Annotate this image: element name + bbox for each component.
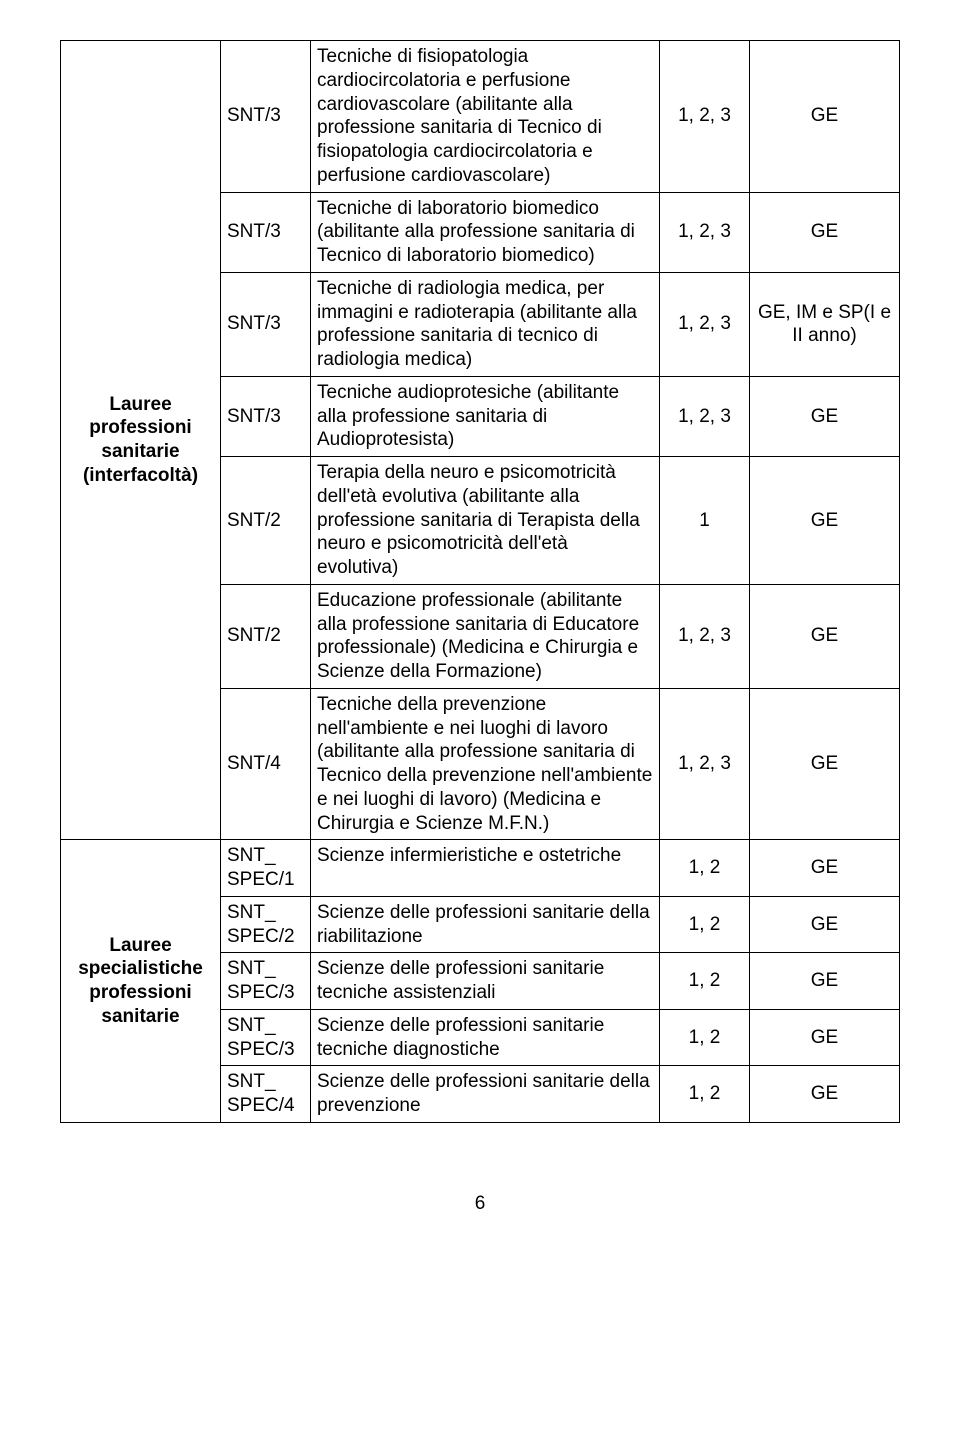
code-cell: SNT_ SPEC/3 xyxy=(221,953,311,1010)
loc-cell: GE xyxy=(750,457,900,585)
num-cell: 1, 2 xyxy=(660,1066,750,1123)
code-cell: SNT/4 xyxy=(221,688,311,840)
desc-cell: Tecniche di fisiopatologia cardiocircola… xyxy=(311,41,660,193)
num-cell: 1 xyxy=(660,457,750,585)
code-cell: SNT/2 xyxy=(221,584,311,688)
code-cell: SNT_ SPEC/4 xyxy=(221,1066,311,1123)
num-cell: 1, 2 xyxy=(660,953,750,1010)
code-cell: SNT/3 xyxy=(221,192,311,272)
table-row: Lauree specialistiche professioni sanita… xyxy=(61,840,900,897)
desc-cell: Scienze delle professioni sanitarie dell… xyxy=(311,896,660,953)
desc-cell: Tecniche della prevenzione nell'ambiente… xyxy=(311,688,660,840)
page-number: 6 xyxy=(60,1193,900,1215)
num-cell: 1, 2, 3 xyxy=(660,272,750,376)
num-cell: 1, 2 xyxy=(660,1009,750,1066)
num-cell: 1, 2, 3 xyxy=(660,192,750,272)
code-cell: SNT_ SPEC/1 xyxy=(221,840,311,897)
num-cell: 1, 2 xyxy=(660,896,750,953)
loc-cell: GE xyxy=(750,376,900,456)
loc-cell: GE xyxy=(750,896,900,953)
code-cell: SNT_ SPEC/3 xyxy=(221,1009,311,1066)
code-cell: SNT/2 xyxy=(221,457,311,585)
loc-cell: GE xyxy=(750,840,900,897)
num-cell: 1, 2 xyxy=(660,840,750,897)
desc-cell: Tecniche di radiologia medica, per immag… xyxy=(311,272,660,376)
desc-cell: Tecniche audioprotesiche (abilitante all… xyxy=(311,376,660,456)
desc-cell: Scienze delle professioni sanitarie dell… xyxy=(311,1066,660,1123)
num-cell: 1, 2, 3 xyxy=(660,584,750,688)
table-row: Lauree professioni sanitarie (interfacol… xyxy=(61,41,900,193)
num-cell: 1, 2, 3 xyxy=(660,41,750,193)
code-cell: SNT/3 xyxy=(221,272,311,376)
desc-cell: Scienze infermieristiche e ostetriche xyxy=(311,840,660,897)
code-cell: SNT/3 xyxy=(221,41,311,193)
loc-cell: GE xyxy=(750,192,900,272)
desc-cell: Terapia della neuro e psicomotricità del… xyxy=(311,457,660,585)
desc-cell: Tecniche di laboratorio biomedico (abili… xyxy=(311,192,660,272)
category-cell: Lauree specialistiche professioni sanita… xyxy=(61,840,221,1123)
loc-cell: GE xyxy=(750,584,900,688)
category-cell: Lauree professioni sanitarie (interfacol… xyxy=(61,41,221,840)
desc-cell: Scienze delle professioni sanitarie tecn… xyxy=(311,953,660,1010)
code-cell: SNT_ SPEC/2 xyxy=(221,896,311,953)
num-cell: 1, 2, 3 xyxy=(660,376,750,456)
code-cell: SNT/3 xyxy=(221,376,311,456)
loc-cell: GE, IM e SP(I e II anno) xyxy=(750,272,900,376)
page-container: Lauree professioni sanitarie (interfacol… xyxy=(0,0,960,1255)
courses-table: Lauree professioni sanitarie (interfacol… xyxy=(60,40,900,1123)
loc-cell: GE xyxy=(750,953,900,1010)
num-cell: 1, 2, 3 xyxy=(660,688,750,840)
desc-cell: Educazione professionale (abilitante all… xyxy=(311,584,660,688)
loc-cell: GE xyxy=(750,1009,900,1066)
loc-cell: GE xyxy=(750,41,900,193)
loc-cell: GE xyxy=(750,1066,900,1123)
desc-cell: Scienze delle professioni sanitarie tecn… xyxy=(311,1009,660,1066)
loc-cell: GE xyxy=(750,688,900,840)
